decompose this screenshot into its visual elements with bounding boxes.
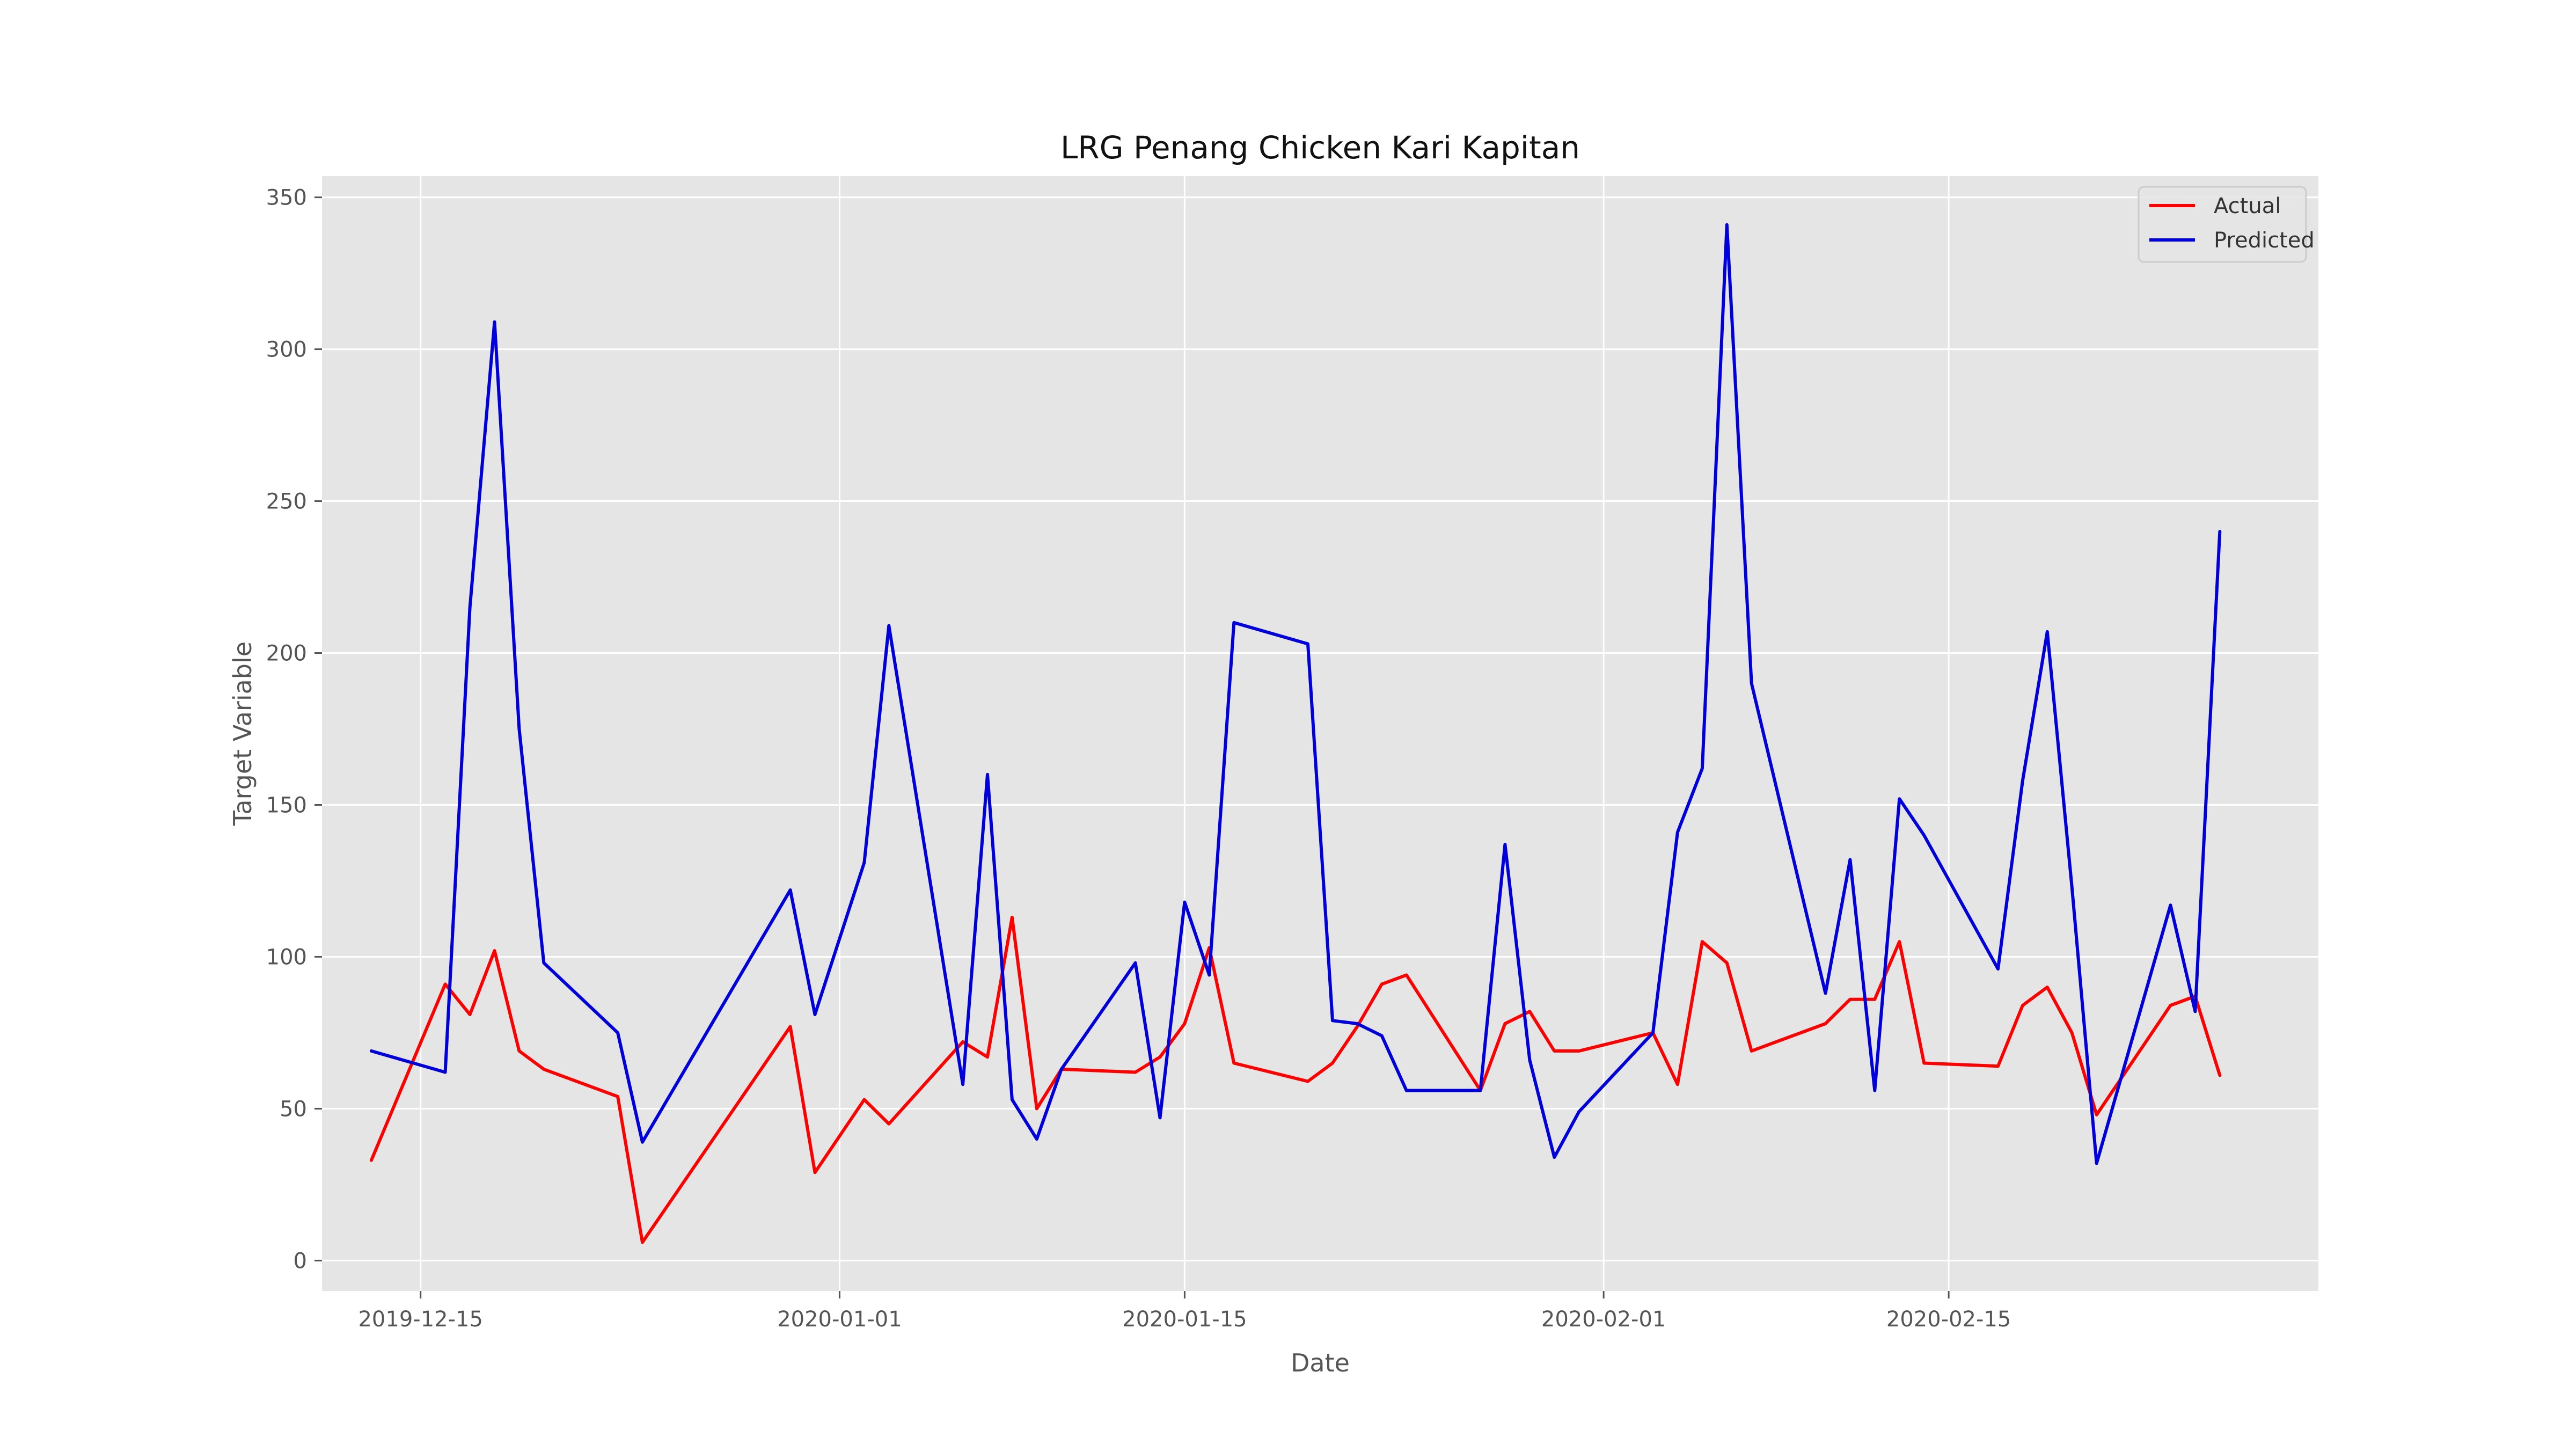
y-tick-label: 250 bbox=[266, 490, 307, 514]
series-line-actual bbox=[369, 915, 2222, 1244]
series-lines bbox=[369, 223, 2222, 1244]
x-tick-label: 2020-02-15 bbox=[1886, 1307, 2011, 1332]
series-line-predicted bbox=[369, 223, 2222, 1165]
y-axis-ticks: 0 50 100 150 200 250 300 350 bbox=[266, 186, 322, 1273]
chart-title: LRG Penang Chicken Kari Kapitan bbox=[1060, 129, 1580, 166]
x-tick-label: 2020-02-01 bbox=[1541, 1307, 1666, 1332]
plot-area-background bbox=[322, 176, 2318, 1291]
y-tick-label: 150 bbox=[266, 793, 307, 818]
x-axis-label: Date bbox=[1291, 1348, 1350, 1377]
x-tick-label: 2020-01-15 bbox=[1122, 1307, 1247, 1332]
legend-label-actual: Actual bbox=[2214, 194, 2281, 218]
y-tick-label: 50 bbox=[280, 1097, 307, 1121]
y-tick-label: 0 bbox=[294, 1249, 307, 1273]
grid-lines bbox=[322, 176, 2318, 1291]
x-axis-ticks: 2019-12-15 2020-01-01 2020-01-15 2020-02-01… bbox=[358, 1291, 2011, 1332]
y-tick-label: 200 bbox=[266, 641, 307, 666]
x-tick-label: 2019-12-15 bbox=[358, 1307, 482, 1332]
legend: Actual Predicted bbox=[2138, 186, 2315, 263]
y-tick-label: 100 bbox=[266, 945, 307, 969]
legend-label-predicted: Predicted bbox=[2214, 228, 2315, 253]
y-tick-label: 300 bbox=[266, 338, 307, 362]
y-axis-label: Target Variable bbox=[228, 641, 257, 826]
y-tick-label: 350 bbox=[266, 186, 307, 210]
x-tick-label: 2020-01-01 bbox=[777, 1307, 902, 1332]
